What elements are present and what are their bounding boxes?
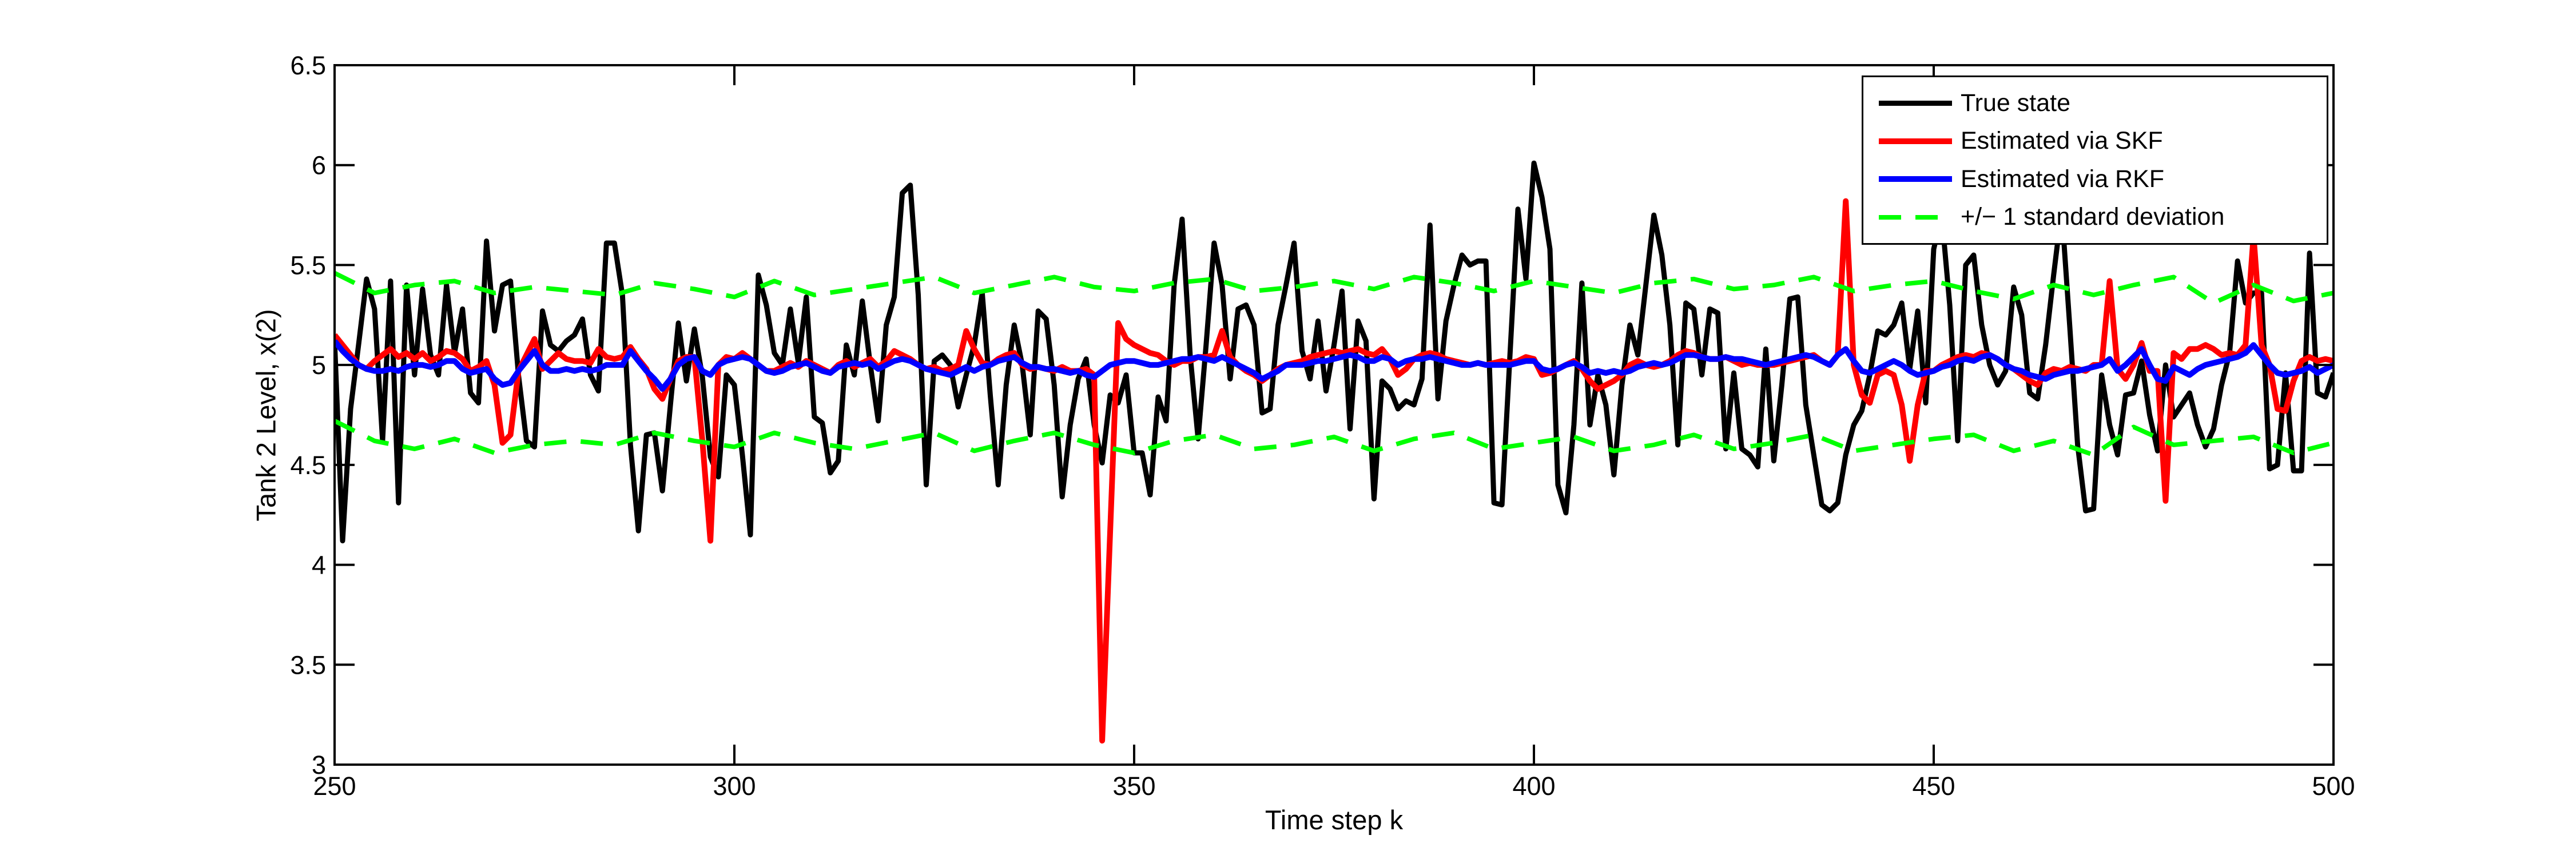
series-line-estimated-via-rkf [335,339,2333,392]
x-axis-label: Time step k [1265,805,1404,835]
x-tick-label: 300 [713,771,756,801]
series-group [335,160,2333,744]
legend-label: +/− 1 standard deviation [1961,203,2225,231]
y-tick-label: 5.5 [290,250,326,280]
y-tick-label: 4 [312,551,326,580]
x-tick-label: 450 [1912,771,1955,801]
y-tick-label: 3.5 [290,650,326,679]
y-tick-label: 4.5 [290,451,326,480]
series-line-1-standard-deviation [335,419,2333,458]
legend-line-sample-green-dashed [1879,214,1952,220]
legend-label: Estimated via SKF [1961,127,2163,155]
legend-item-estimated-rkf: Estimated via RKF [1863,165,2327,193]
y-tick-label: 6.5 [290,51,326,80]
y-axis-label: Tank 2 Level, x(2) [251,309,281,522]
legend: True state Estimated via SKF Estimated v… [1862,75,2328,245]
y-tick-label: 3 [312,750,326,780]
y-tick-label: 6 [312,151,326,180]
series-line-1-standard-deviation [335,271,2333,305]
axes-frame [333,64,2335,766]
x-tick-label: 500 [2312,771,2355,801]
x-tick-label: 400 [1512,771,1555,801]
x-tick-label: 250 [313,771,356,801]
legend-label: True state [1961,89,2070,117]
y-tick-label: 5 [312,351,326,380]
legend-line-sample-black [1879,100,1952,106]
legend-item-true-state: True state [1863,89,2327,117]
legend-label: Estimated via RKF [1961,165,2165,193]
legend-line-sample-blue [1879,176,1952,182]
x-tick-label: 350 [1112,771,1155,801]
legend-item-estimated-skf: Estimated via SKF [1863,129,2327,153]
legend-line-sample-red [1879,138,1952,144]
legend-item-std-deviation: +/− 1 standard deviation [1863,205,2327,229]
